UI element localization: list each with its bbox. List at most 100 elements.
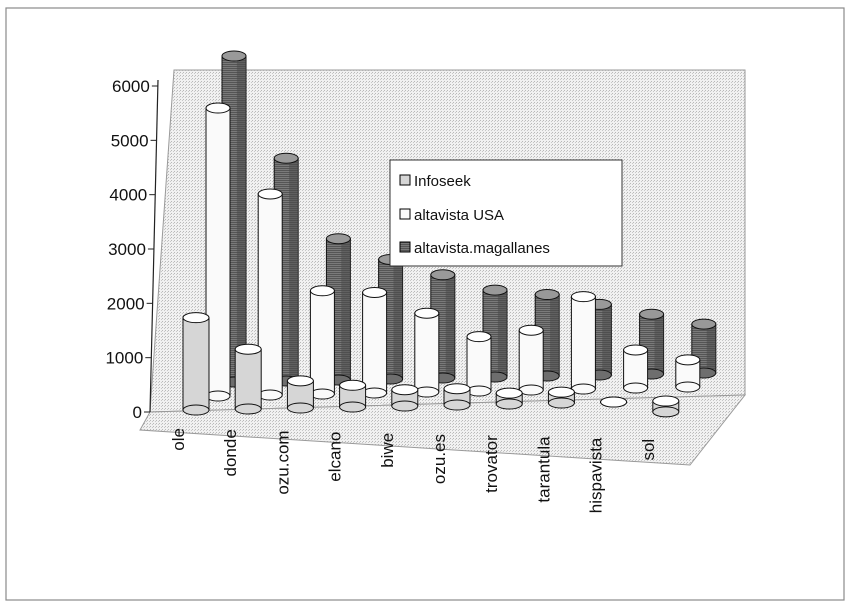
bars-layer <box>182 50 717 418</box>
bar-base <box>443 399 471 411</box>
y-tick-label: 1000 <box>105 349 143 368</box>
bar-altavista-magallanes-sol <box>691 318 717 379</box>
bar-body <box>362 291 388 394</box>
bar-base <box>675 381 701 393</box>
bar-altavista-usa-ozu.com <box>309 285 335 400</box>
bar-base <box>495 398 523 410</box>
y-axis: 0 1000 2000 3000 4000 5000 6000 <box>105 77 159 422</box>
legend-label-altavista-usa: altavista USA <box>414 207 504 224</box>
bar-cap <box>339 379 367 391</box>
bar-base <box>414 386 440 398</box>
bar-body <box>309 290 335 395</box>
bar-altavista-usa-donde <box>257 188 283 401</box>
bar-base <box>652 406 680 418</box>
bar-cap <box>325 233 351 245</box>
bar-body <box>623 349 649 389</box>
x-tick-label: trovator <box>482 435 501 493</box>
bar-cap <box>495 387 523 399</box>
bar-altavista-usa-ozu.es <box>466 331 492 397</box>
bar-body <box>570 296 596 390</box>
x-tick-label: donde <box>221 429 240 476</box>
bar-cap <box>443 383 471 395</box>
bar-body <box>234 348 262 410</box>
bar-infoseek-trovator <box>495 387 523 410</box>
bar-cap <box>547 386 575 398</box>
legend-box <box>389 159 623 267</box>
bar-infoseek-ozu.com <box>286 375 314 414</box>
bar-shade <box>341 238 351 380</box>
bar-cap <box>309 285 335 297</box>
legend-item-infoseek: Infoseek <box>399 173 471 190</box>
bar-altavista-usa-biwe <box>414 307 440 398</box>
bar-cap <box>391 384 419 396</box>
bar-body <box>414 312 440 393</box>
bar-body <box>257 193 283 396</box>
legend-label-altavista-magallanes: altavista.magallanes <box>414 240 550 257</box>
bar-base <box>518 384 544 396</box>
bar-cap <box>652 395 680 407</box>
legend-label-infoseek: Infoseek <box>414 173 471 190</box>
bar-shade <box>393 259 403 379</box>
bar-cap <box>362 286 388 298</box>
bar-shade <box>706 324 716 373</box>
bar-infoseek-ole <box>182 312 210 416</box>
bar-altavista-usa-trovator <box>518 324 544 396</box>
bar-base <box>623 382 649 394</box>
bar-base <box>286 402 314 414</box>
bar-altavista-usa-tarantula <box>570 291 596 395</box>
bar-shade <box>602 304 612 375</box>
x-tick-label: hispavista <box>587 437 606 513</box>
bar-cap <box>234 343 262 355</box>
legend: Infoseek altavista USA altavista.magalla… <box>389 159 623 267</box>
bar-shade <box>289 158 299 381</box>
x-tick-label: tarantula <box>534 436 553 503</box>
bar-cap <box>570 291 596 303</box>
bar-base <box>309 388 335 400</box>
bar-cap <box>205 102 231 114</box>
bar-infoseek-tarantula <box>547 386 575 409</box>
y-axis-line <box>149 79 159 413</box>
bar-cap <box>639 308 665 320</box>
bar-base <box>205 390 231 402</box>
bar-altavista-usa-elcano <box>362 286 388 399</box>
bar-body <box>182 317 210 411</box>
bar-base <box>466 385 492 397</box>
bar-body <box>518 329 544 391</box>
bar-cap <box>221 50 247 62</box>
bar-shade <box>236 56 246 382</box>
bar-infoseek-hispavista <box>600 396 628 408</box>
x-tick-label: ole <box>169 428 188 451</box>
bar-cap <box>286 375 314 387</box>
y-tick-label: 5000 <box>111 131 149 150</box>
bar-cap <box>518 324 544 336</box>
y-tick-label: 2000 <box>107 294 145 313</box>
bar-altavista-usa-sol <box>675 354 701 393</box>
bar-cap <box>466 331 492 343</box>
bar-base <box>570 383 596 395</box>
x-tick-label: elcano <box>326 432 345 482</box>
bar-base <box>182 404 210 416</box>
legend-swatch-altavista-magallanes <box>399 241 411 253</box>
bar-cap <box>691 318 717 330</box>
x-tick-label: ozu.es <box>430 434 449 484</box>
bar-cap <box>600 396 628 408</box>
x-tick-label: ozu.com <box>273 430 292 494</box>
bar-base <box>391 400 419 412</box>
bar-infoseek-ozu.es <box>443 383 471 411</box>
bar-cap <box>623 344 649 356</box>
y-tick-label: 6000 <box>112 77 150 96</box>
legend-swatch-altavista-usa <box>399 208 411 220</box>
bar-shade <box>445 274 455 378</box>
bar-infoseek-biwe <box>391 384 419 412</box>
bar-body <box>466 336 492 392</box>
bar-cap <box>414 307 440 319</box>
x-axis: ole donde ozu.com elcano biwe ozu.es trovator t… <box>169 428 658 513</box>
legend-item-altavista-usa: altavista USA <box>399 207 504 224</box>
bar-infoseek-donde <box>234 343 262 415</box>
bar-base <box>339 401 367 413</box>
bar-cap <box>430 269 456 281</box>
floor <box>139 394 747 466</box>
bar-base <box>257 389 283 401</box>
bar-cap <box>482 284 508 296</box>
